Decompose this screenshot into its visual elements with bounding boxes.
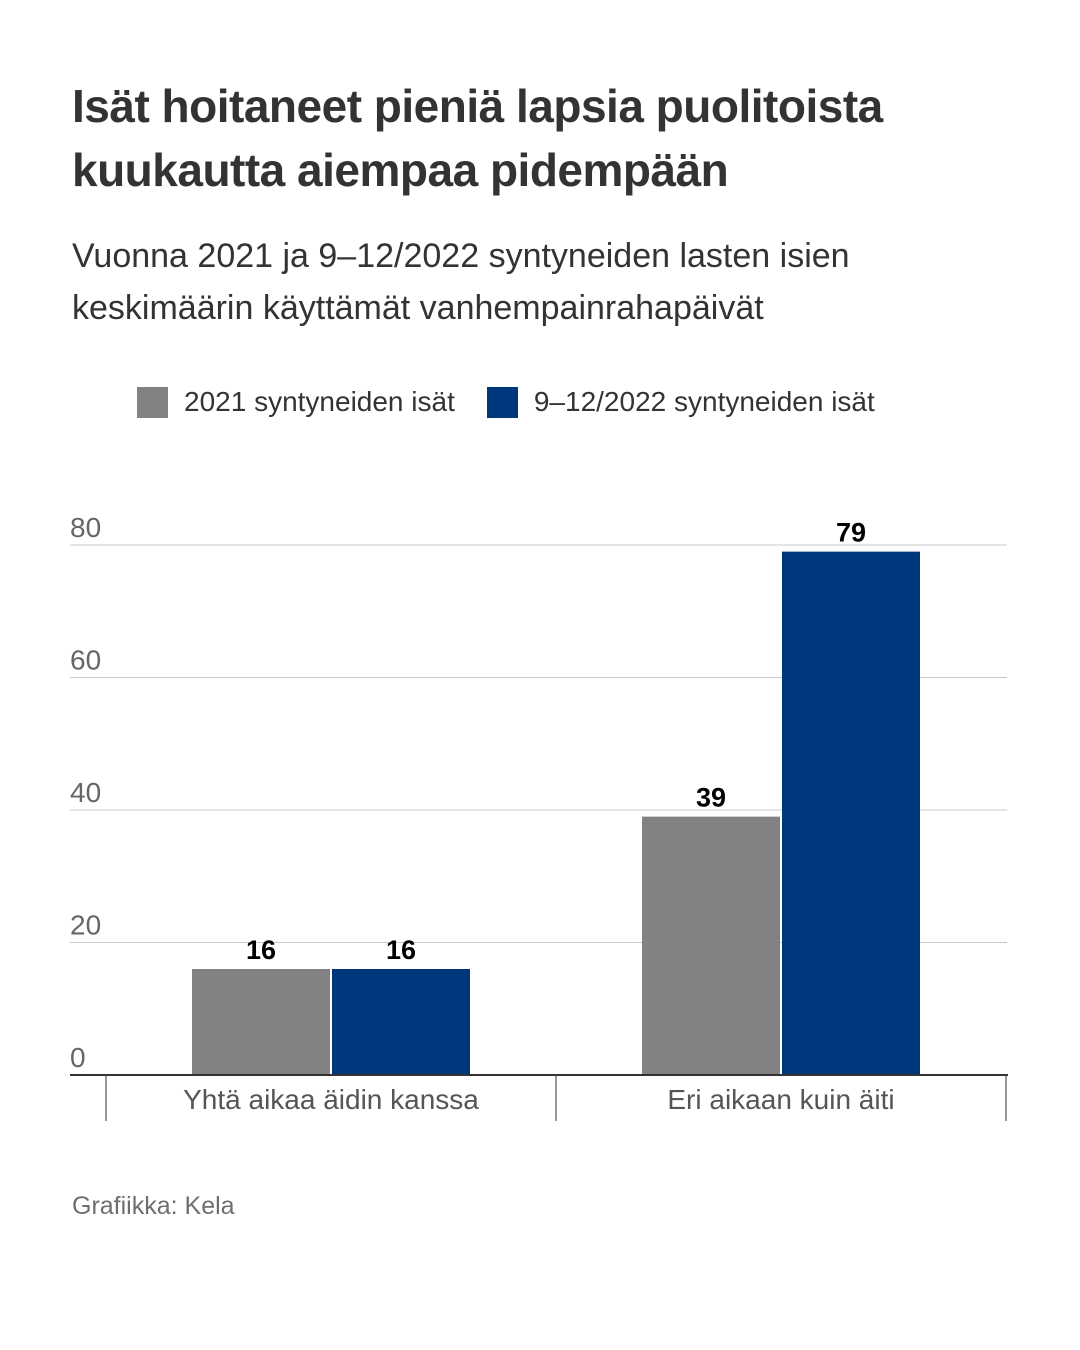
x-category-label: Eri aikaan kuin äiti: [667, 1084, 894, 1115]
y-tick-label: 20: [70, 910, 101, 941]
legend-label-2022: 9–12/2022 syntyneiden isät: [533, 386, 875, 417]
bar: [332, 969, 470, 1075]
legend: 2021 syntyneiden isät 9–12/2022 syntynei…: [137, 384, 907, 420]
bar: [642, 816, 780, 1075]
y-tick-label: 60: [70, 645, 101, 676]
legend-swatch-2022: [486, 386, 518, 418]
x-category-label: Yhtä aikaa äidin kanssa: [183, 1084, 479, 1115]
legend-label-2021: 2021 syntyneiden isät: [184, 386, 455, 417]
chart-title: Isät hoitaneet pieniä lapsia puolitoista…: [72, 80, 883, 196]
y-tick-label: 40: [70, 777, 101, 808]
legend-item-2021: 2021 syntyneiden isät: [137, 386, 455, 418]
chart-subtitle: Vuonna 2021 ja 9–12/2022 syntyneiden las…: [72, 237, 850, 327]
bar: [782, 551, 920, 1075]
data-label: 79: [836, 518, 866, 548]
data-label: 39: [696, 783, 726, 813]
legend-swatch-2021: [137, 386, 168, 418]
legend-item-2022: 9–12/2022 syntyneiden isät: [486, 386, 875, 418]
credit: Grafiikka: Kela: [72, 1192, 235, 1220]
data-label: 16: [246, 935, 276, 965]
bar: [192, 969, 330, 1075]
y-tick-label: 0: [70, 1042, 86, 1073]
y-tick-label: 80: [70, 512, 101, 543]
data-label: 16: [386, 935, 416, 965]
